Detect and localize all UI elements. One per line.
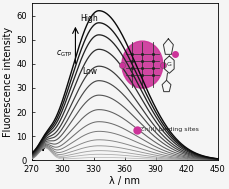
Text: Low: Low xyxy=(82,67,97,76)
Text: $c_\mathrm{GTP}$: $c_\mathrm{GTP}$ xyxy=(56,48,73,59)
Text: Zn(II) binding sites: Zn(II) binding sites xyxy=(141,127,199,132)
Y-axis label: Fluorescence intensity: Fluorescence intensity xyxy=(3,27,14,137)
Text: G: G xyxy=(167,62,172,67)
Text: High: High xyxy=(81,14,98,23)
Ellipse shape xyxy=(122,41,163,88)
X-axis label: λ / nm: λ / nm xyxy=(109,176,140,186)
